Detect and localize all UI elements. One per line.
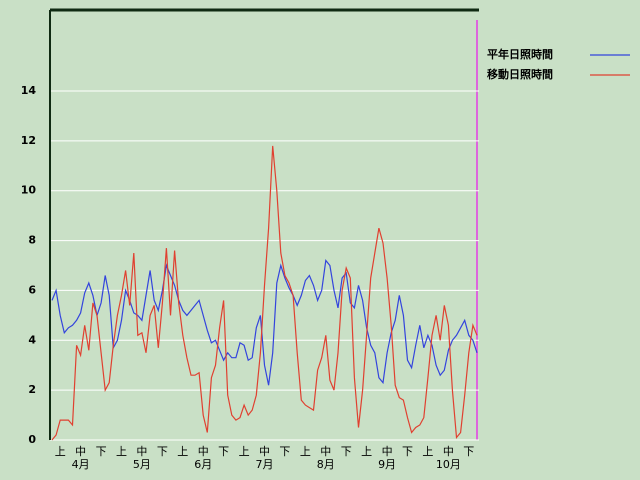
y-tick-label: 12 [21, 134, 36, 147]
x-tick-label: 下 [218, 445, 229, 458]
x-tick-label: 上 [300, 445, 311, 458]
x-tick-label: 下 [341, 445, 352, 458]
x-tick-label: 下 [96, 445, 107, 458]
month-label: 6月 [194, 458, 212, 471]
x-tick-label: 上 [239, 445, 250, 458]
x-tick-label: 中 [382, 445, 393, 458]
x-tick-label: 下 [279, 445, 290, 458]
series-line [51, 145, 478, 441]
x-tick-label: 中 [443, 445, 454, 458]
y-tick-label: 4 [28, 333, 36, 346]
series-line [51, 259, 478, 386]
x-tick-label: 上 [116, 445, 127, 458]
y-tick-label: 8 [28, 234, 36, 247]
month-label: 10月 [436, 458, 461, 471]
y-tick-label: 10 [21, 184, 37, 197]
x-tick-label: 中 [259, 445, 270, 458]
y-tick-label: 2 [28, 383, 36, 396]
x-tick-label: 上 [422, 445, 433, 458]
x-tick-label: 上 [177, 445, 188, 458]
legend-label: 平年日照時間 [487, 47, 553, 61]
x-tick-label: 上 [361, 445, 372, 458]
month-label: 9月 [378, 458, 396, 471]
y-tick-label: 14 [21, 84, 37, 97]
y-tick-label: 6 [28, 283, 36, 296]
x-tick-label: 中 [320, 445, 331, 458]
x-tick-label: 下 [402, 445, 413, 458]
x-tick-label: 中 [136, 445, 147, 458]
x-tick-label: 上 [55, 445, 66, 458]
month-label: 8月 [317, 458, 335, 471]
x-tick-label: 下 [157, 445, 168, 458]
x-tick-label: 下 [463, 445, 474, 458]
y-tick-label: 0 [28, 433, 36, 446]
month-label: 4月 [72, 458, 90, 471]
month-label: 5月 [133, 458, 151, 471]
x-tick-label: 中 [198, 445, 209, 458]
legend-label: 移動日照時間 [487, 67, 553, 81]
x-tick-label: 中 [75, 445, 86, 458]
month-label: 7月 [256, 458, 274, 471]
